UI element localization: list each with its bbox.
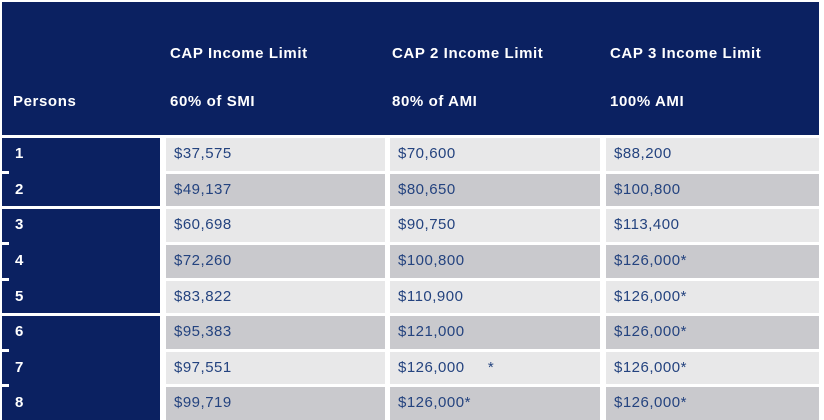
row-6-cap2-value: $121,000 xyxy=(390,316,600,349)
row-2-cap-value: $49,137 xyxy=(166,173,385,207)
row-boundary-tick xyxy=(0,384,9,388)
row-6-persons: 6 xyxy=(15,323,24,341)
row-3-cap-value: $60,698 xyxy=(166,209,385,242)
persons-column-group-3 xyxy=(2,316,160,420)
row-3-cap3-value: $113,400 xyxy=(606,209,819,242)
table-body: 1 2 3 4 5 6 7 8 $37,575 $49,137 $60,698 … xyxy=(0,138,819,420)
row-7-cap3-value: $126,000* xyxy=(606,351,819,385)
row-1-cap-value: $37,575 xyxy=(166,138,385,171)
row-5-cap3-value: $126,000* xyxy=(606,280,819,314)
column-header-cap-line2: 60% of SMI xyxy=(170,93,256,110)
row-7-cap-value: $97,551 xyxy=(166,351,385,385)
row-boundary-tick xyxy=(0,348,9,352)
column-header-cap2-line1: CAP 2 Income Limit xyxy=(392,45,544,62)
row-boundary-tick xyxy=(0,170,9,174)
row-8-persons: 8 xyxy=(15,394,24,412)
row-8-cap2-value: $126,000* xyxy=(390,387,600,420)
column-header-persons: Persons xyxy=(13,93,77,110)
row-4-persons: 4 xyxy=(15,251,24,269)
row-1-persons: 1 xyxy=(15,145,24,162)
row-4-cap3-value: $126,000* xyxy=(606,244,819,278)
row-3-cap2-value: $90,750 xyxy=(390,209,600,242)
persons-column-group-2 xyxy=(2,209,160,314)
row-7-cap2-value: $126,000 * xyxy=(390,351,600,385)
row-5-persons: 5 xyxy=(15,287,24,305)
column-header-cap2-line2: 80% of AMI xyxy=(392,93,478,110)
row-5-cap-value: $83,822 xyxy=(166,280,385,314)
row-2-cap3-value: $100,800 xyxy=(606,173,819,207)
row-5-cap2-value: $110,900 xyxy=(390,280,600,314)
row-8-cap3-value: $126,000* xyxy=(606,387,819,420)
column-header-cap-line1: CAP Income Limit xyxy=(170,45,308,62)
row-6-cap3-value: $126,000* xyxy=(606,316,819,349)
column-header-cap3-line2: 100% AMI xyxy=(610,93,685,110)
persons-column-group-1 xyxy=(2,138,160,207)
table-header: Persons CAP Income Limit 60% of SMI CAP … xyxy=(2,2,819,135)
row-1-cap2-value: $70,600 xyxy=(390,138,600,171)
row-4-cap-value: $72,260 xyxy=(166,244,385,278)
row-8-cap-value: $99,719 xyxy=(166,387,385,420)
row-7-persons: 7 xyxy=(15,358,24,376)
row-2-cap2-value: $80,650 xyxy=(390,173,600,207)
row-6-cap-value: $95,383 xyxy=(166,316,385,349)
row-boundary-tick xyxy=(0,277,9,281)
row-1-cap3-value: $88,200 xyxy=(606,138,819,171)
row-boundary-tick xyxy=(0,241,9,245)
column-header-cap3-line1: CAP 3 Income Limit xyxy=(610,45,762,62)
row-3-persons: 3 xyxy=(15,216,24,234)
row-2-persons: 2 xyxy=(15,180,24,198)
row-4-cap2-value: $100,800 xyxy=(390,244,600,278)
